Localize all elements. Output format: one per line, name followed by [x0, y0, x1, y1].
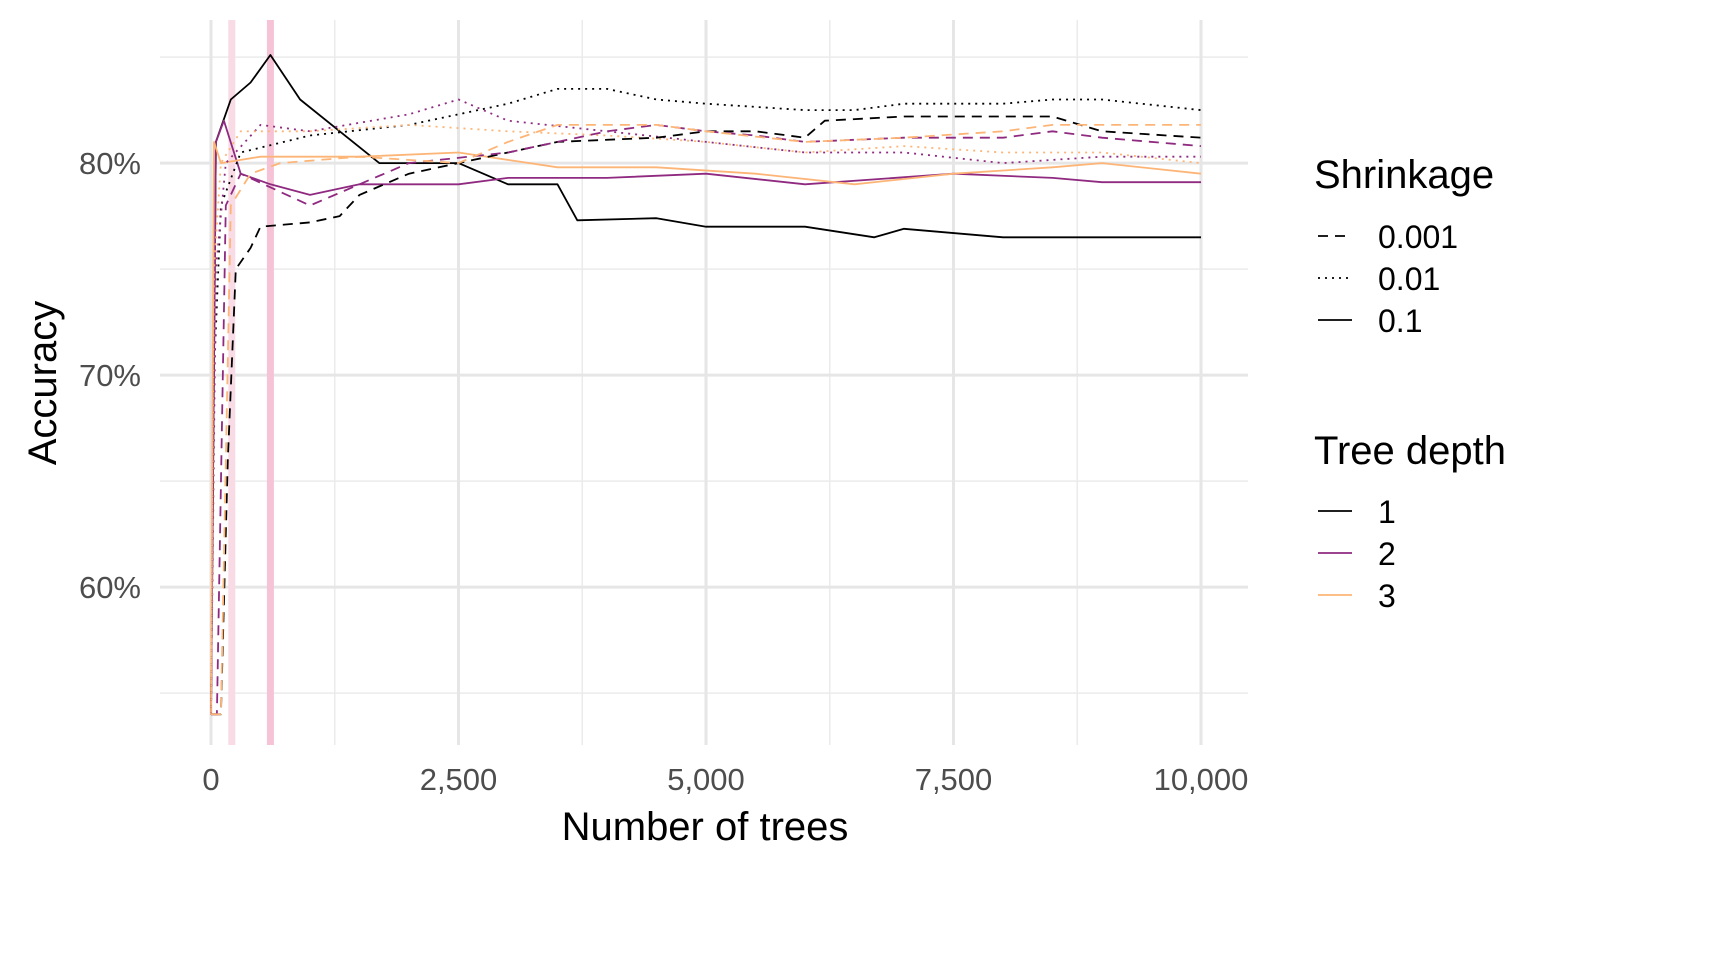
x-axis-title: Number of trees — [562, 805, 849, 849]
series-line-shrinkage-0.001-depth-2 — [211, 124, 1202, 716]
x-tick-label: 7,500 — [915, 762, 993, 797]
series-line-shrinkage-0.001-depth-1 — [211, 115, 1202, 716]
highlight-bands — [228, 20, 274, 745]
series-line-shrinkage-0.1-depth-2 — [210, 119, 1201, 715]
grid — [160, 20, 1248, 745]
series-line-shrinkage-0.01-depth-2 — [210, 98, 1201, 715]
series-line-shrinkage-0.1-depth-1 — [210, 54, 1201, 715]
y-axis-title: Accuracy — [21, 301, 65, 466]
x-tick-label: 0 — [202, 762, 219, 797]
y-tick-label: 60% — [79, 570, 141, 605]
legend-label-depth: 2 — [1378, 536, 1396, 572]
legend-label-depth: 3 — [1378, 578, 1396, 614]
x-tick-label: 2,500 — [420, 762, 498, 797]
y-tick-labels: 60% 70% 80% — [79, 146, 141, 605]
legend-title-shrinkage: Shrinkage — [1314, 153, 1494, 197]
series-line-shrinkage-0.01-depth-1 — [210, 88, 1202, 715]
series-lines — [210, 54, 1202, 716]
legend-label-shrinkage: 0.01 — [1378, 261, 1440, 297]
x-tick-labels: 0 2,500 5,000 7,500 10,000 — [202, 762, 1248, 797]
x-tick-label: 5,000 — [667, 762, 745, 797]
legend-label-shrinkage: 0.1 — [1378, 303, 1422, 339]
y-tick-label: 80% — [79, 146, 141, 181]
highlight-band — [266, 20, 274, 745]
legend-label-depth: 1 — [1378, 494, 1396, 530]
legend-label-shrinkage: 0.001 — [1378, 219, 1458, 255]
legend: Shrinkage 0.001 0.01 0.1 Tree depth 1 2 3 — [1314, 153, 1506, 614]
x-tick-label: 10,000 — [1154, 762, 1249, 797]
legend-title-depth: Tree depth — [1314, 429, 1506, 473]
y-tick-label: 70% — [79, 358, 141, 393]
